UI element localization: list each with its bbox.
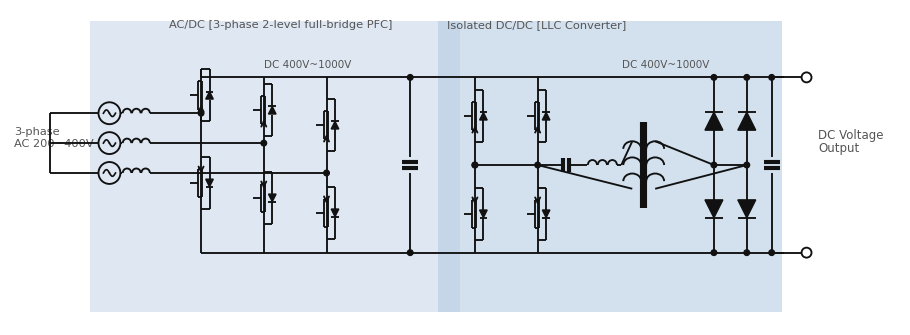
Polygon shape bbox=[268, 107, 276, 114]
Circle shape bbox=[769, 250, 774, 255]
Polygon shape bbox=[206, 179, 213, 187]
Polygon shape bbox=[480, 210, 487, 218]
Text: DC 400V~1000V: DC 400V~1000V bbox=[264, 60, 351, 70]
Circle shape bbox=[769, 75, 774, 80]
Polygon shape bbox=[331, 121, 339, 129]
Circle shape bbox=[711, 250, 717, 255]
Circle shape bbox=[744, 250, 750, 255]
Circle shape bbox=[535, 162, 541, 168]
Circle shape bbox=[711, 75, 717, 80]
Circle shape bbox=[802, 72, 812, 82]
Circle shape bbox=[324, 170, 329, 176]
Circle shape bbox=[472, 162, 478, 168]
Circle shape bbox=[408, 250, 413, 255]
Polygon shape bbox=[705, 112, 723, 130]
Polygon shape bbox=[542, 210, 550, 218]
Polygon shape bbox=[268, 194, 276, 202]
Circle shape bbox=[711, 162, 717, 168]
Text: Output: Output bbox=[818, 142, 860, 154]
Circle shape bbox=[261, 140, 267, 146]
Circle shape bbox=[744, 75, 750, 80]
Polygon shape bbox=[738, 112, 755, 130]
Bar bbox=[438, 21, 782, 313]
Polygon shape bbox=[738, 200, 755, 218]
Circle shape bbox=[198, 111, 204, 116]
Circle shape bbox=[408, 75, 413, 80]
Text: 3-phase: 3-phase bbox=[14, 127, 59, 137]
Text: AC/DC [3-phase 2-level full-bridge PFC]: AC/DC [3-phase 2-level full-bridge PFC] bbox=[169, 20, 392, 29]
Polygon shape bbox=[480, 113, 487, 120]
Polygon shape bbox=[542, 113, 550, 120]
Circle shape bbox=[802, 248, 812, 258]
Bar bbox=[89, 21, 460, 313]
Text: AC 200~400V: AC 200~400V bbox=[14, 139, 94, 149]
Polygon shape bbox=[206, 91, 213, 99]
Circle shape bbox=[472, 162, 478, 168]
Polygon shape bbox=[705, 200, 723, 218]
Circle shape bbox=[744, 162, 750, 168]
Text: DC 400V~1000V: DC 400V~1000V bbox=[622, 60, 710, 70]
Text: Isolated DC/DC [LLC Converter]: Isolated DC/DC [LLC Converter] bbox=[447, 20, 626, 29]
Polygon shape bbox=[331, 209, 339, 217]
Text: DC Voltage: DC Voltage bbox=[818, 129, 884, 142]
